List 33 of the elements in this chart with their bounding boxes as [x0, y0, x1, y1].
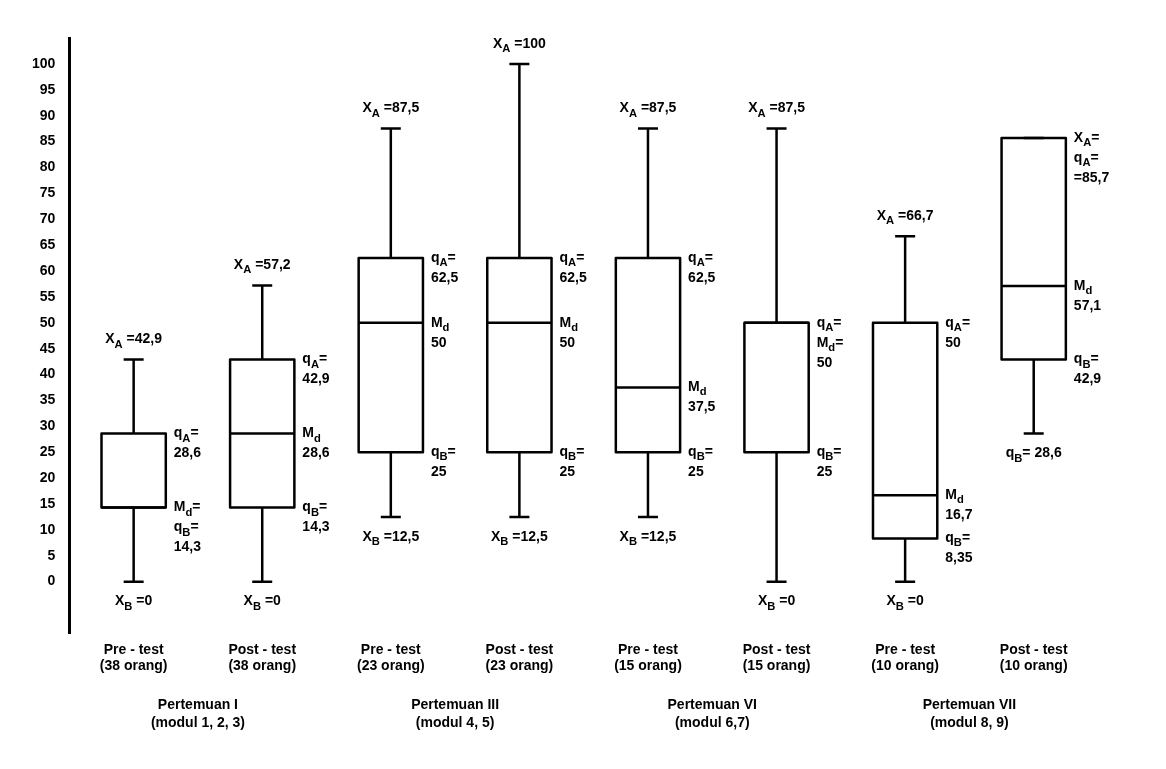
text: Pertemuan VI (modul 6,7): [667, 696, 758, 731]
y-tick-label: 95: [39, 80, 56, 97]
y-tick-label: 100: [32, 54, 56, 71]
x-tick-label: Pre - test (15 orang): [614, 640, 682, 674]
x-tick-label: Post - test (10 orang): [999, 640, 1068, 674]
y-tick-label: 10: [39, 520, 56, 537]
x-tick-label: Post - test (23 orang): [485, 640, 554, 674]
y-tick-label: 5: [47, 546, 56, 563]
y-tick-label: 15: [39, 494, 56, 511]
y-tick-label: 45: [39, 339, 56, 356]
y-tick-label: 80: [39, 158, 56, 175]
y-tick-label: 70: [39, 210, 56, 227]
y-tick-label: 25: [39, 443, 56, 460]
x-tick-label: Pre - test (23 orang): [356, 640, 425, 674]
y-tick-label: 20: [39, 468, 56, 485]
y-tick-label: 85: [39, 132, 56, 149]
y-tick-label: 60: [39, 261, 56, 278]
x-tick-label: Post - test (15 orang): [742, 640, 811, 674]
y-tick-label: 30: [39, 417, 56, 434]
text: Pertemuan I (modul 1, 2, 3): [150, 696, 245, 731]
x-tick-label: Post - test (38 orang): [228, 640, 297, 674]
text: Pertemuan VII (modul 8, 9): [922, 696, 1017, 731]
y-tick-label: 65: [39, 235, 56, 252]
y-tick-label: 0: [47, 572, 56, 589]
y-tick-label: 50: [39, 313, 56, 330]
y-tick-label: 55: [39, 287, 56, 304]
y-tick-label: 40: [39, 365, 56, 382]
x-tick-label: Pre - test (38 orang): [99, 640, 168, 674]
y-tick-label: 75: [39, 184, 56, 201]
y-tick-label: 90: [39, 106, 56, 123]
y-tick-label: 35: [39, 391, 56, 408]
x-tick-label: Pre - test (10 orang): [871, 640, 939, 674]
text: Pertemuan III (modul 4, 5): [411, 696, 500, 731]
